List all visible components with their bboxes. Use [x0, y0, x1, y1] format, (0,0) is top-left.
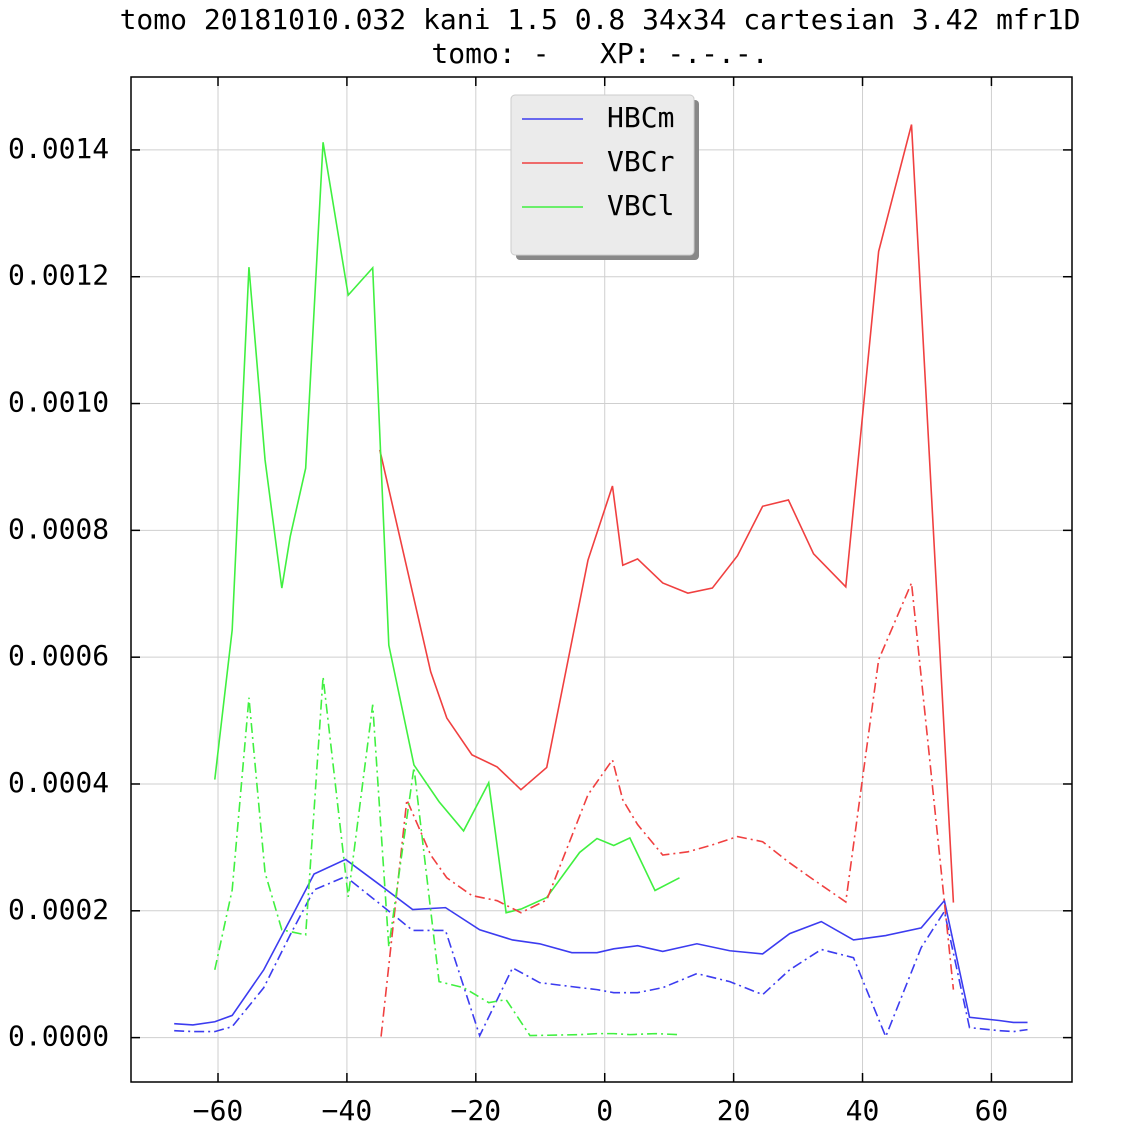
plot-frame [130, 76, 1073, 1083]
x-tick-label: 0 [596, 1094, 613, 1127]
legend-label: VBCl [607, 189, 674, 222]
legend-label: HBCm [607, 101, 674, 134]
legend-label: VBCr [607, 145, 674, 178]
y-tick-label: 0.0004 [8, 766, 109, 799]
y-tick-label: 0.0000 [8, 1020, 109, 1053]
series-line [174, 858, 1028, 1026]
x-tick-label: −20 [451, 1094, 502, 1127]
y-tick-label: 0.0010 [8, 386, 109, 419]
y-tick-label: 0.0008 [8, 512, 109, 545]
series-line [379, 124, 955, 903]
y-tick-label: 0.0012 [8, 259, 109, 292]
chart-title: tomo 20181010.032 kani 1.5 0.8 34x34 car… [120, 3, 1081, 36]
series-line [213, 142, 680, 914]
x-tick-label: 20 [717, 1094, 751, 1127]
x-tick-label: −60 [193, 1094, 244, 1127]
x-tick-label: −40 [322, 1094, 373, 1127]
grid [131, 77, 1072, 1082]
legend-box [510, 94, 695, 256]
series-line [380, 579, 955, 1037]
y-tick-label: 0.0006 [8, 639, 109, 672]
series-line [174, 875, 1028, 1039]
x-tick-label: 40 [846, 1094, 880, 1127]
legend: HBCm VBCr VBCl [510, 94, 699, 260]
x-tick-label: 60 [975, 1094, 1009, 1127]
series-line [214, 676, 680, 1037]
ticks: −60 −40 −20 0 20 40 60 0.0000 0.0002 0.0004 0.0006… [8, 77, 1072, 1127]
chart-subtitle: tomo: - XP: -.-.-. [431, 37, 768, 70]
y-tick-label: 0.0002 [8, 893, 109, 926]
lines [174, 124, 1028, 1039]
y-tick-label: 0.0014 [8, 132, 109, 165]
